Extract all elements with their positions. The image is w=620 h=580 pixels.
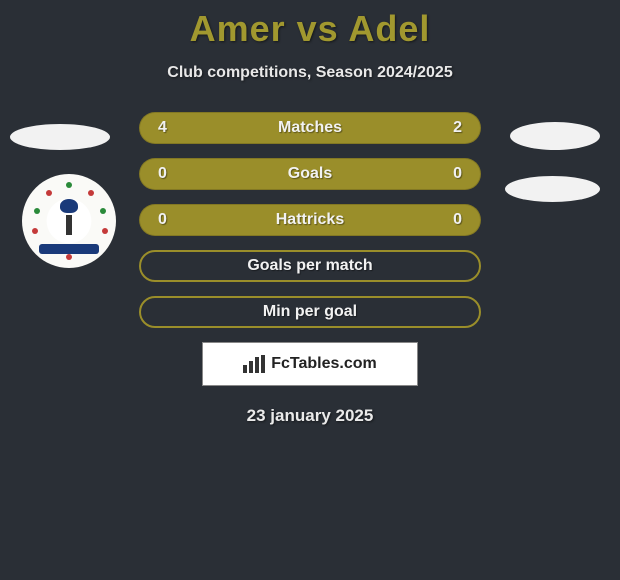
goals-left-value: 0 (158, 165, 178, 183)
subtitle: Club competitions, Season 2024/2025 (0, 64, 620, 82)
chart-icon (243, 355, 265, 373)
date-text: 23 january 2025 (0, 406, 620, 426)
matches-right-value: 2 (442, 119, 462, 137)
player-right-pill-2 (505, 176, 600, 202)
stat-row-mpg: Min per goal (139, 296, 481, 328)
stat-row-hattricks: 0 Hattricks 0 (139, 204, 481, 236)
gpm-label: Goals per match (247, 257, 372, 275)
player-right-pill-1 (510, 122, 600, 150)
badge-ribbon (39, 244, 99, 254)
stats-container: 4 Matches 2 0 Goals 0 0 Hattricks 0 Goal… (139, 112, 481, 328)
player-left-pill (10, 124, 110, 150)
hattricks-right-value: 0 (442, 211, 462, 229)
badge-inner (28, 180, 110, 262)
stat-row-gpm: Goals per match (139, 250, 481, 282)
hattricks-label: Hattricks (276, 211, 344, 229)
matches-label: Matches (278, 119, 342, 137)
page-title: Amer vs Adel (0, 0, 620, 50)
hattricks-left-value: 0 (158, 211, 178, 229)
watermark-text: FcTables.com (271, 355, 377, 373)
watermark[interactable]: FcTables.com (202, 342, 418, 386)
stat-row-matches: 4 Matches 2 (139, 112, 481, 144)
torch-icon (54, 199, 84, 239)
goals-label: Goals (288, 165, 332, 183)
matches-left-value: 4 (158, 119, 178, 137)
stat-row-goals: 0 Goals 0 (139, 158, 481, 190)
club-badge (22, 174, 116, 268)
mpg-label: Min per goal (263, 303, 357, 321)
goals-right-value: 0 (442, 165, 462, 183)
